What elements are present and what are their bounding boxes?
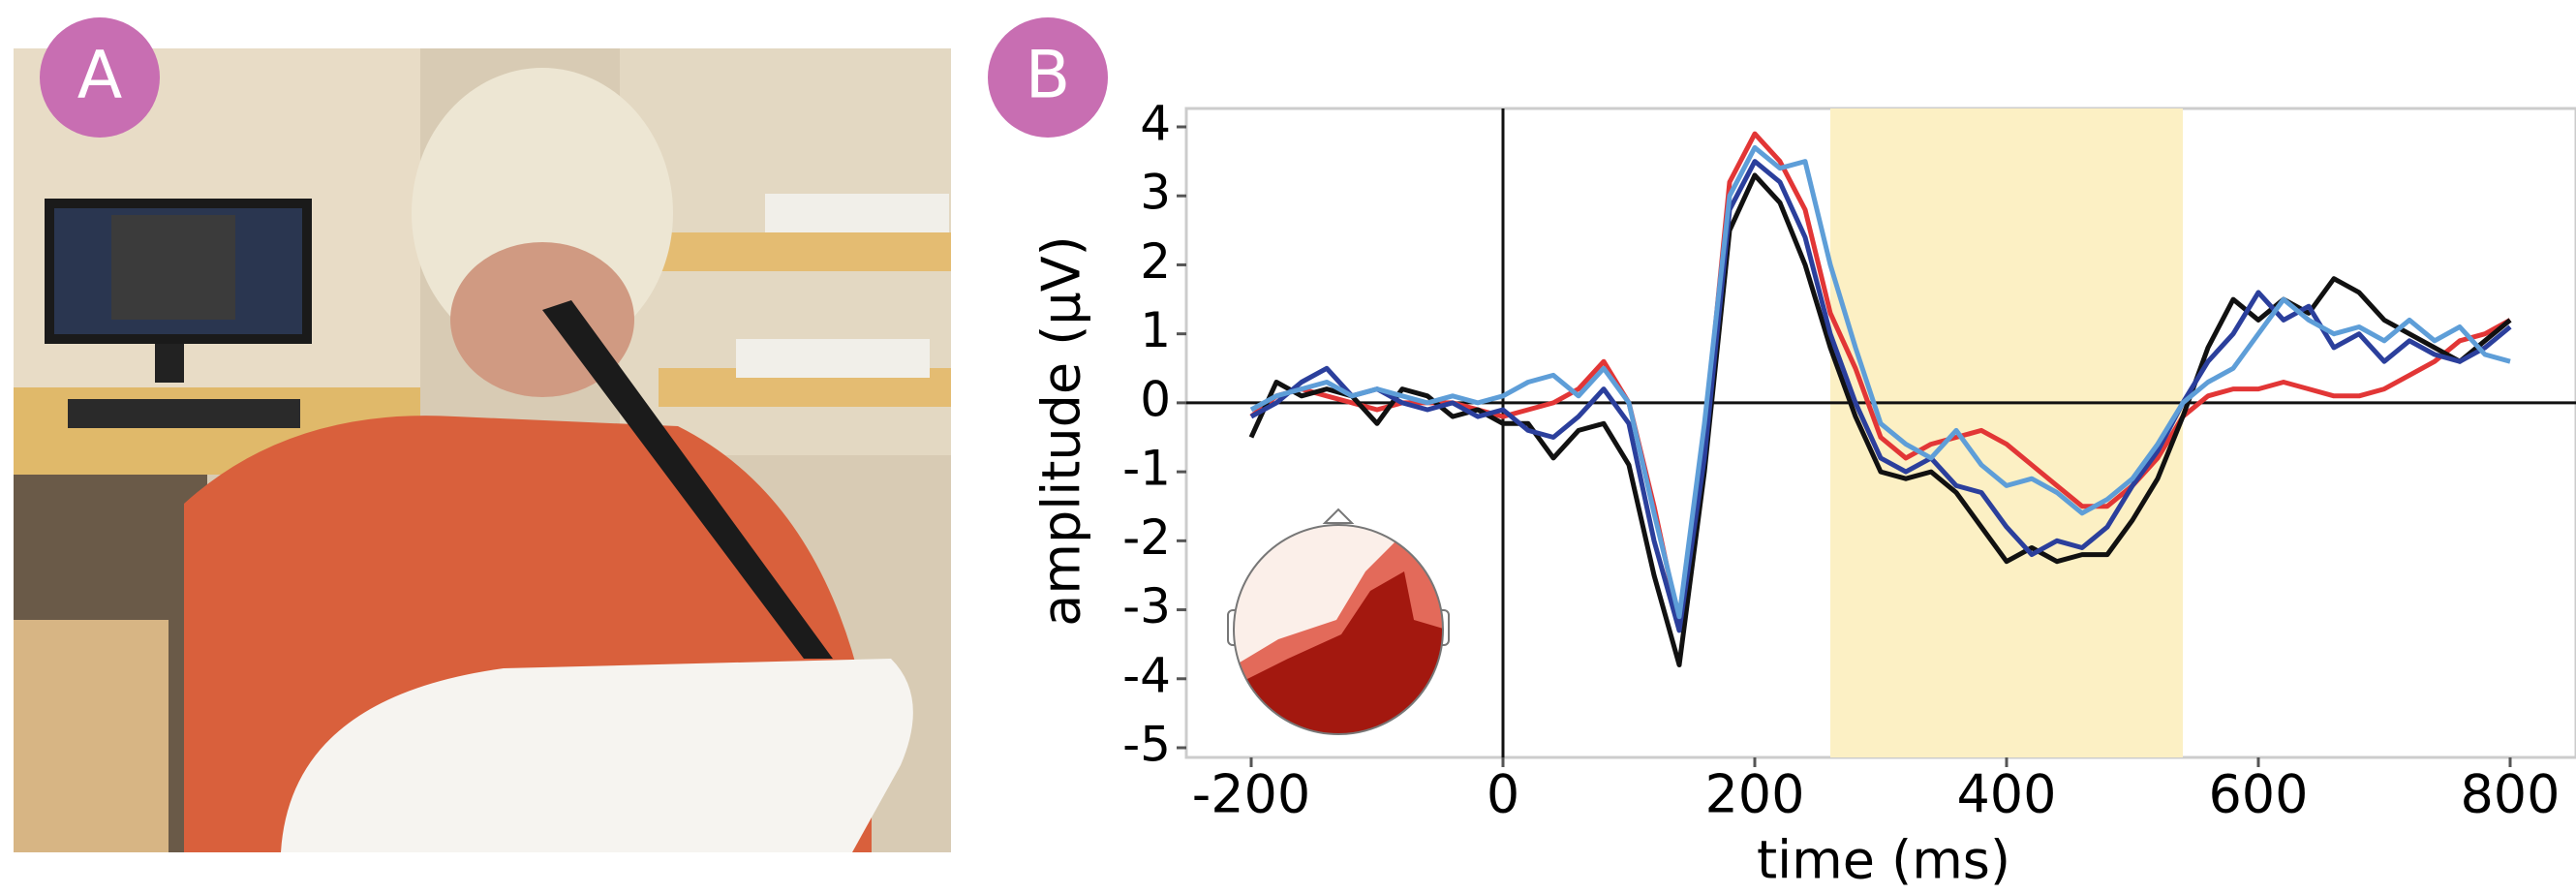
x-tick-label: 0 <box>1487 764 1519 825</box>
topomap <box>1228 509 1449 740</box>
y-tick-label: 1 <box>1140 302 1171 358</box>
x-tick-label: 800 <box>2460 764 2560 825</box>
y-tick-label: -5 <box>1122 717 1171 773</box>
y-tick-label: 3 <box>1140 165 1171 221</box>
panel-label: A <box>77 38 123 114</box>
page: A B -5 -4 -3 -2 -1 0 1 2 3 4 -200 0 200 400 600 800 amp… <box>0 0 2576 890</box>
y-tick-label: -3 <box>1122 578 1171 634</box>
y-tick-label: 4 <box>1140 96 1171 152</box>
y-tick-label: -2 <box>1122 509 1171 566</box>
x-tick-label: 400 <box>1956 764 2056 825</box>
x-tick-label: 600 <box>2208 764 2308 825</box>
y-axis-label: amplitude (μV) <box>1031 235 1092 626</box>
x-axis-label: time (ms) <box>1757 830 2010 890</box>
highlight-band <box>1830 108 2183 757</box>
x-tick-label: 200 <box>1704 764 1804 825</box>
y-tick-label: -1 <box>1122 441 1171 497</box>
x-tick-label: -200 <box>1192 764 1311 825</box>
y-tick-label: 2 <box>1140 233 1171 290</box>
y-tick-label: -4 <box>1122 647 1171 703</box>
y-tick-label: 0 <box>1140 371 1171 427</box>
photo <box>14 48 951 852</box>
figure: A B -5 -4 -3 -2 -1 0 1 2 3 4 -200 0 200 400 600 800 amp… <box>0 0 2576 890</box>
panel-label: B <box>1026 38 1071 114</box>
